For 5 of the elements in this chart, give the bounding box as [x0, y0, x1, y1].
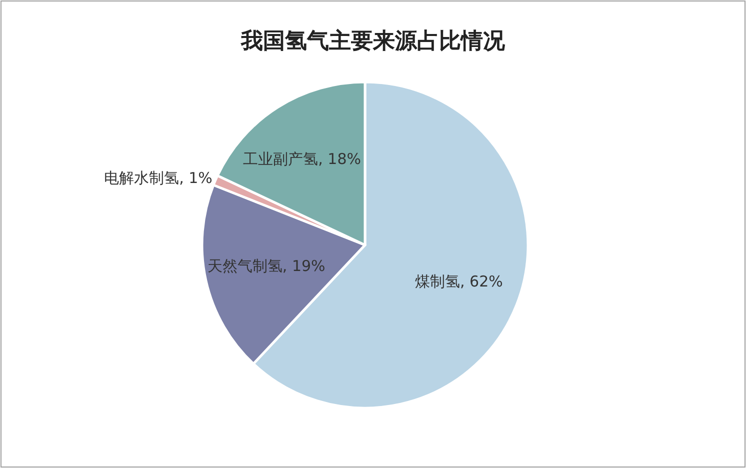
slice-label: 煤制氢, 62% — [415, 272, 503, 290]
slice-label: 工业副产氢, 18% — [243, 150, 361, 168]
slice-label: 天然气制氢, 19% — [207, 257, 326, 276]
chart-title: 我国氢气主要来源占比情况 — [240, 28, 506, 54]
slice-label: 电解水制氢, 1% — [104, 169, 212, 188]
